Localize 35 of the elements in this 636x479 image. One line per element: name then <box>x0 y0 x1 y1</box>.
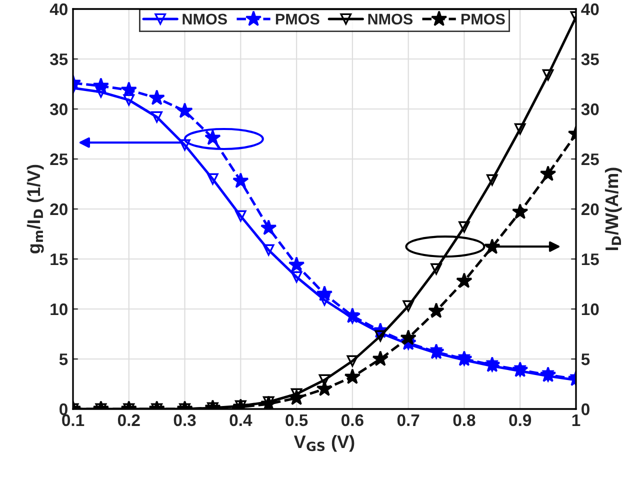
y2-tick-label: 35 <box>581 53 599 66</box>
legend-label: PMOS <box>461 14 505 25</box>
y-axis-title: g$_{m}$/I$_{D}$ (1/V) <box>26 164 44 254</box>
x-tick-label: 0.4 <box>230 414 252 426</box>
y-tick-label: 40 <box>50 3 68 16</box>
legend-label: NMOS <box>182 14 227 25</box>
x-tick-label: 0.1 <box>62 414 84 426</box>
x-tick-label: 1 <box>572 414 580 426</box>
x-tick-label: 0.8 <box>453 414 476 426</box>
y-tick-label: 5 <box>59 354 68 366</box>
y2-tick-label: 10 <box>582 303 599 316</box>
y2-tick-label: 25 <box>581 153 599 166</box>
y-tick-label: 10 <box>50 303 68 316</box>
x-tick-label: 0.2 <box>118 414 140 426</box>
legend-label: PMOS <box>276 14 320 25</box>
legend-label: NMOS <box>368 14 413 25</box>
y2-tick-label: 40 <box>581 3 599 16</box>
y-tick-label: 20 <box>50 203 68 216</box>
y2-tick-label: 20 <box>581 203 599 216</box>
y2-tick-label: 0 <box>582 403 590 416</box>
y-tick-label: 15 <box>50 254 68 266</box>
y2-tick-label: 5 <box>581 354 590 366</box>
y-tick-label: 0 <box>60 403 68 416</box>
x-tick-label: 0.3 <box>174 414 196 426</box>
x-tick-label: 0.6 <box>342 414 364 426</box>
y-tick-label: 25 <box>50 153 68 166</box>
y2-tick-label: 30 <box>581 103 599 116</box>
x-tick-label: 0.7 <box>397 414 420 426</box>
x-axis-title: V$_{GS}$ (V) <box>294 434 354 452</box>
y2-axis-title: I$_{D}$/W(A/m) <box>604 168 622 250</box>
x-tick-label: 0.5 <box>286 414 308 426</box>
x-tick-label: 0.9 <box>509 414 532 426</box>
y-tick-label: 35 <box>50 53 68 66</box>
y-tick-label: 30 <box>50 103 68 116</box>
y2-tick-label: 15 <box>582 254 599 266</box>
